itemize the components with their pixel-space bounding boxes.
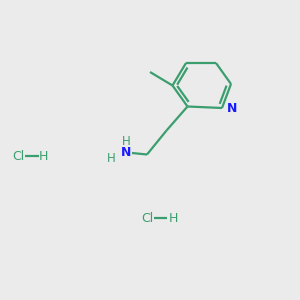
Text: H: H — [106, 152, 116, 165]
Text: N: N — [227, 101, 237, 115]
Text: N: N — [121, 146, 131, 160]
Text: Cl: Cl — [141, 212, 153, 225]
Text: Cl: Cl — [12, 149, 24, 163]
Text: H: H — [122, 135, 130, 148]
Text: H: H — [168, 212, 178, 225]
Text: H: H — [39, 149, 48, 163]
